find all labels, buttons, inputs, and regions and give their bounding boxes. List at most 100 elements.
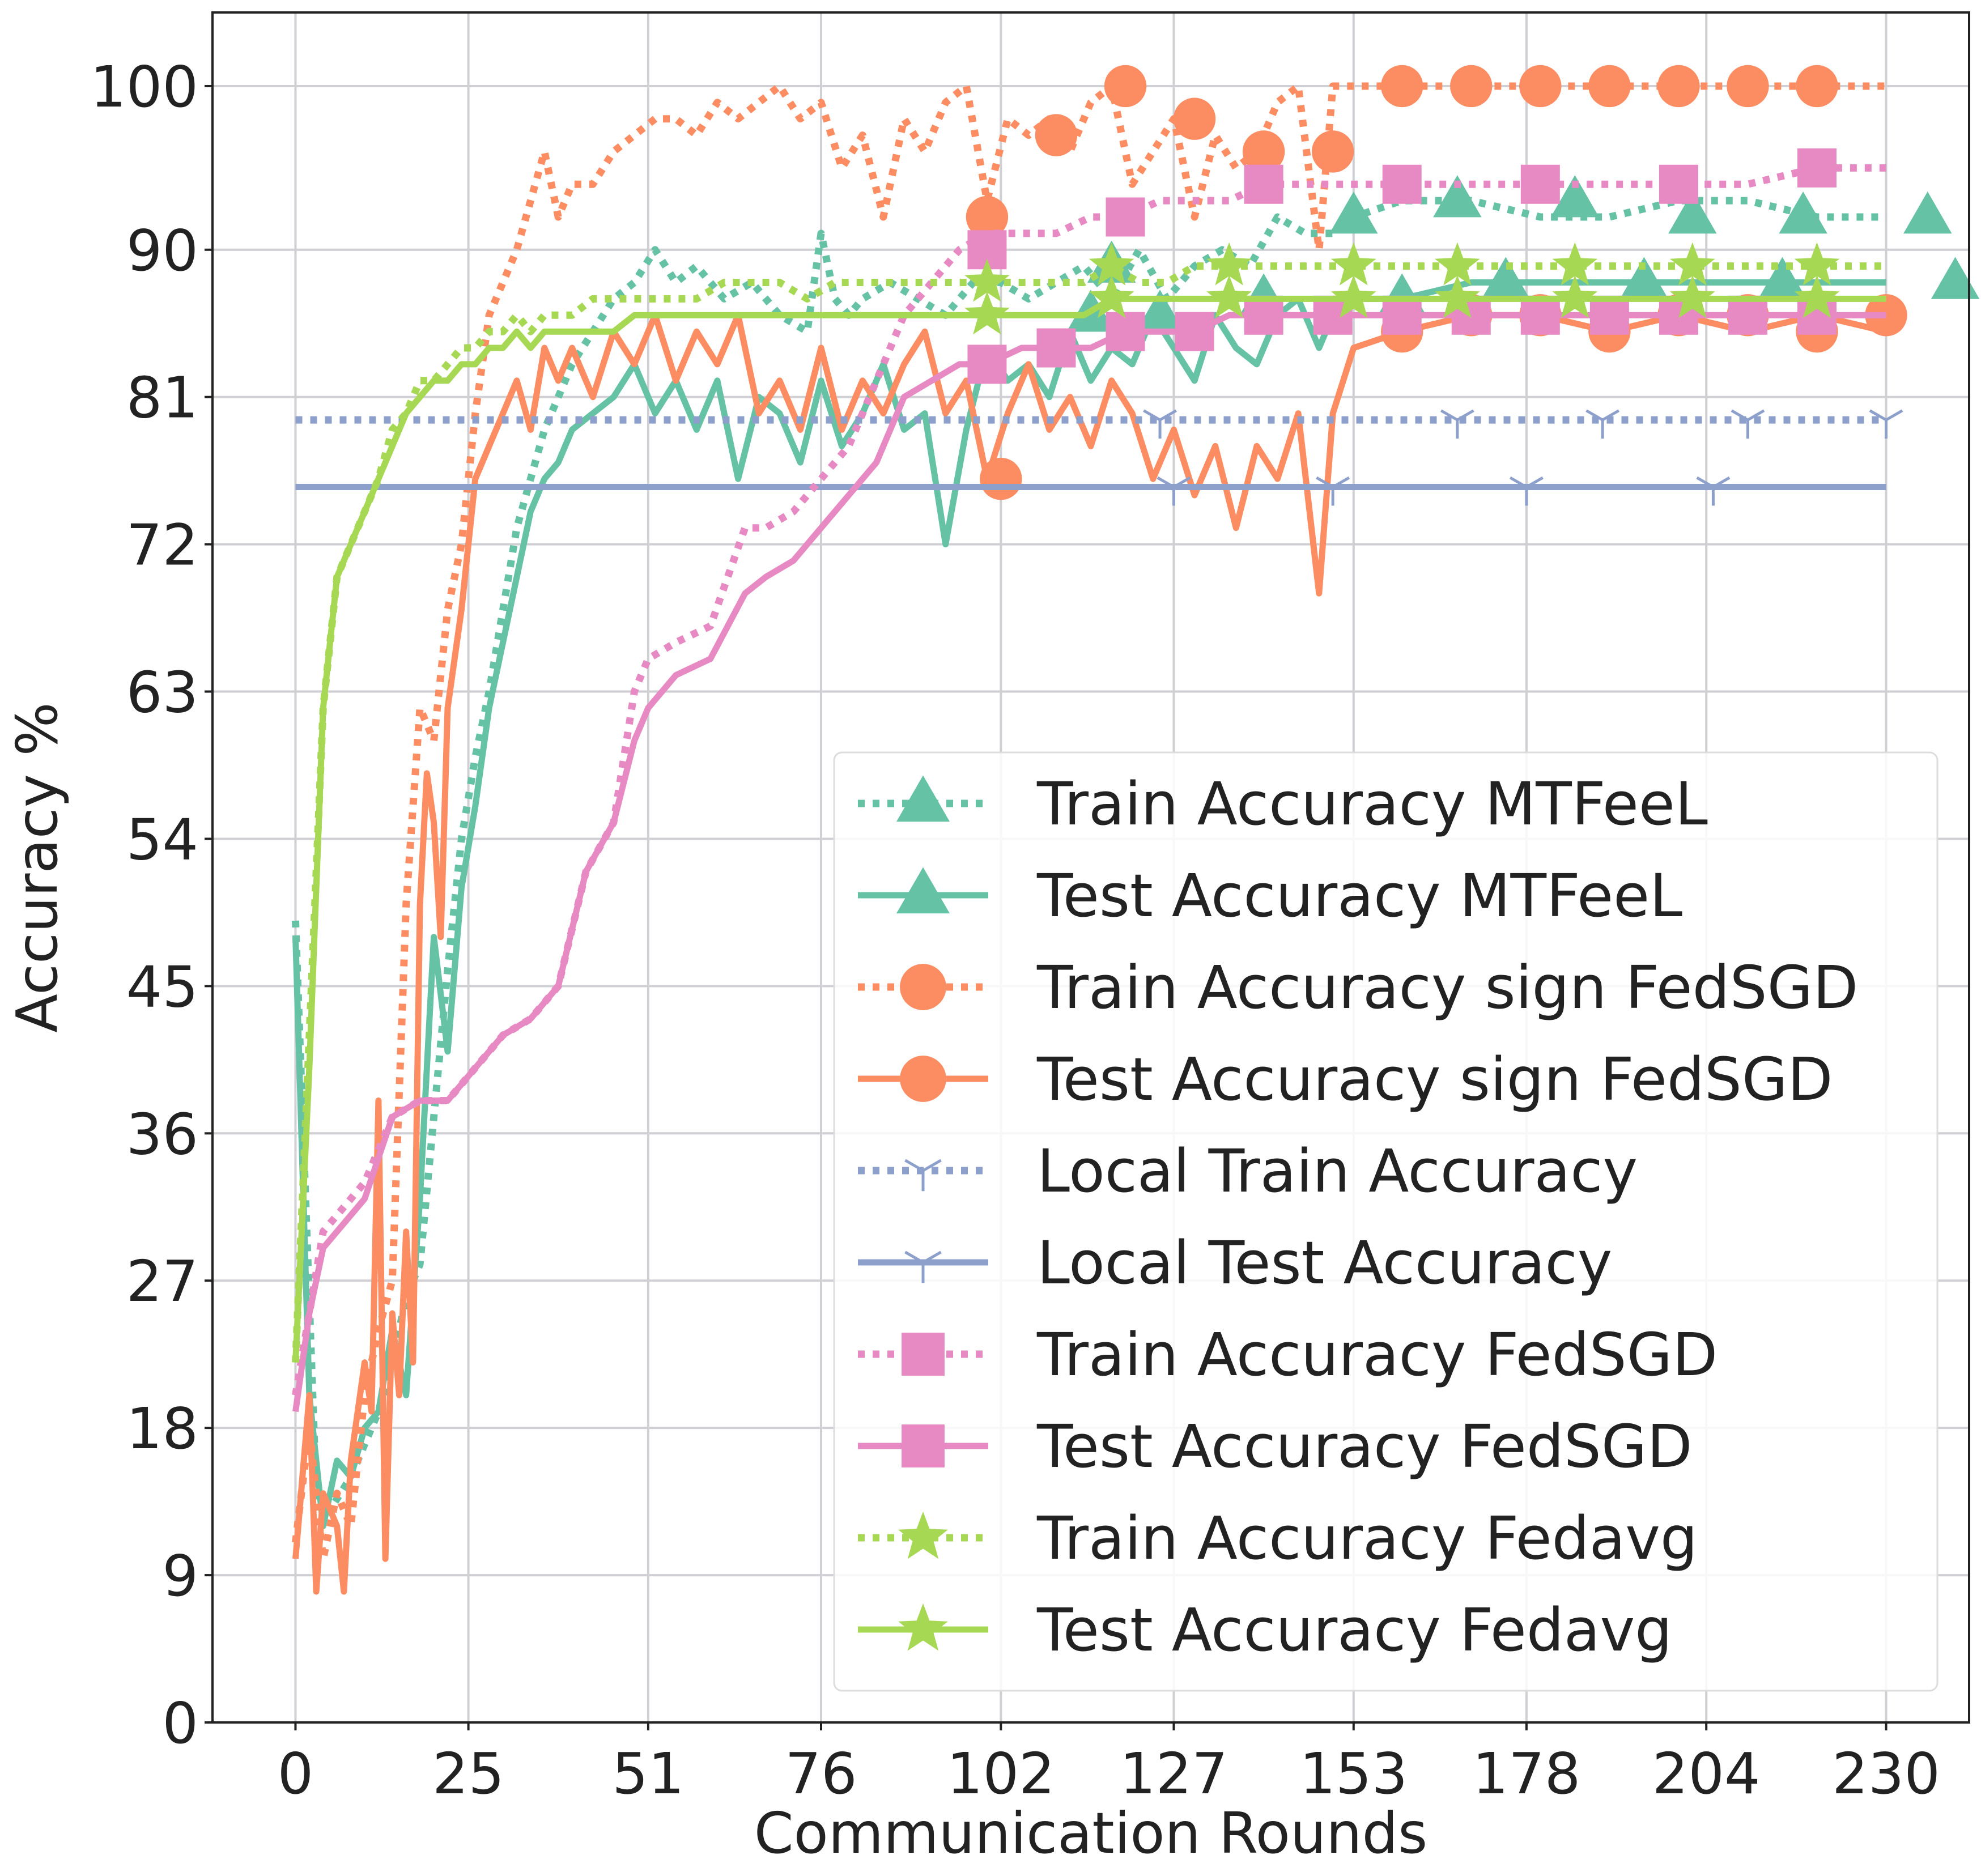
x-tick-label: 127 — [1120, 1741, 1228, 1807]
series-marker — [1668, 192, 1717, 234]
series-marker — [1089, 242, 1134, 286]
legend-label: Local Train Accuracy — [1037, 1137, 1638, 1206]
y-tick-label: 72 — [126, 512, 198, 578]
legend-label: Local Test Accuracy — [1037, 1228, 1612, 1298]
legend-marker — [896, 867, 950, 914]
x-tick-label: 204 — [1652, 1741, 1761, 1807]
series-marker — [1036, 328, 1076, 368]
series-marker — [1157, 476, 1191, 506]
series-marker — [1440, 409, 1474, 439]
series-5 — [295, 409, 1903, 439]
y-tick-label: 18 — [126, 1396, 198, 1462]
legend-marker — [902, 1333, 945, 1376]
series-marker — [1903, 192, 1952, 234]
legend-box — [833, 751, 1939, 1692]
legend-marker — [898, 1603, 948, 1651]
series-marker — [1519, 65, 1562, 108]
series-marker — [1585, 409, 1620, 439]
series-marker — [1104, 65, 1147, 108]
series-marker — [1242, 130, 1285, 173]
legend-marker — [900, 1056, 946, 1102]
series-marker — [1143, 409, 1177, 439]
series-marker — [1796, 65, 1838, 108]
plot-frame — [211, 11, 1970, 1724]
series-marker — [1330, 275, 1376, 318]
legend-label: Train Accuracy FedSGD — [1036, 1320, 1718, 1389]
x-tick-label: 0 — [278, 1741, 314, 1807]
series-marker — [1657, 65, 1700, 108]
series-line — [292, 312, 1887, 1595]
series-marker — [1035, 114, 1078, 156]
series-marker — [1434, 275, 1480, 318]
series-marker — [1329, 192, 1378, 234]
series-1 — [292, 175, 1952, 1514]
legend-label: Test Accuracy Fedavg — [1036, 1596, 1672, 1665]
legend-marker — [900, 964, 946, 1010]
y-tick-label: 63 — [126, 660, 198, 726]
series-marker — [1552, 242, 1598, 286]
y-tick-label: 36 — [126, 1101, 198, 1167]
series-marker — [1669, 275, 1715, 318]
series-marker — [1619, 257, 1669, 299]
y-tick-label: 81 — [126, 365, 198, 431]
legend: Train Accuracy MTFeeL Test Accuracy MTFee… — [833, 751, 1939, 1692]
series-7 — [292, 148, 1886, 1396]
y-axis-label: Accuracy % — [4, 702, 70, 1032]
series-marker — [1520, 295, 1560, 335]
legend-marker — [896, 775, 950, 822]
legend-marker — [904, 1250, 942, 1283]
series-marker — [1520, 164, 1560, 204]
series-marker — [964, 258, 1010, 302]
series-marker — [1450, 65, 1493, 108]
series-marker — [1106, 312, 1145, 351]
series-marker — [1244, 164, 1283, 204]
x-tick-label: 25 — [432, 1741, 504, 1807]
series-marker — [1206, 242, 1252, 286]
series-10 — [292, 275, 1886, 1363]
series-line — [292, 197, 1886, 1514]
series-marker — [1382, 295, 1422, 335]
series-marker — [1728, 295, 1767, 335]
x-tick-label: 178 — [1472, 1741, 1580, 1807]
legend-label: Train Accuracy sign FedSGD — [1036, 953, 1858, 1022]
series-layer — [292, 65, 1980, 1595]
legend-marker — [904, 1159, 942, 1192]
series-marker — [1779, 192, 1827, 234]
series-line — [292, 312, 1886, 1413]
series-line — [292, 262, 1886, 1363]
y-tick-label: 9 — [162, 1543, 198, 1609]
series-marker — [1382, 164, 1422, 204]
series-marker — [1173, 97, 1216, 140]
series-marker — [1669, 242, 1715, 286]
series-marker — [1865, 294, 1907, 337]
x-tick-label: 76 — [785, 1741, 857, 1807]
series-marker — [1244, 295, 1283, 335]
series-line — [292, 295, 1886, 1363]
series-marker — [1550, 175, 1600, 218]
y-tick-label: 45 — [126, 954, 198, 1020]
x-tick-label: 230 — [1832, 1741, 1940, 1807]
y-tick-label: 54 — [126, 806, 198, 873]
series-line — [292, 164, 1886, 1396]
series-marker — [1758, 257, 1807, 299]
series-marker — [1659, 164, 1698, 204]
legend-label: Test Accuracy sign FedSGD — [1036, 1045, 1833, 1114]
series-marker — [1206, 275, 1252, 318]
series-marker — [967, 344, 1007, 384]
series-marker — [966, 195, 1009, 239]
series-marker — [1434, 242, 1480, 286]
x-tick-label: 51 — [612, 1741, 684, 1807]
series-marker — [1727, 65, 1769, 108]
series-3 — [292, 65, 1886, 1563]
series-marker — [1481, 257, 1531, 299]
series-marker — [1106, 197, 1145, 237]
series-marker — [1589, 295, 1629, 335]
series-marker — [1433, 175, 1482, 218]
y-axis-ticks: 0 9 18 27 36 45 54 63 72 81 90 100 — [90, 54, 212, 1756]
legend-marker — [902, 1424, 945, 1467]
y-tick-label: 90 — [126, 218, 198, 284]
x-axis-label: Communication Rounds — [754, 1800, 1427, 1866]
series-marker — [1136, 290, 1184, 332]
